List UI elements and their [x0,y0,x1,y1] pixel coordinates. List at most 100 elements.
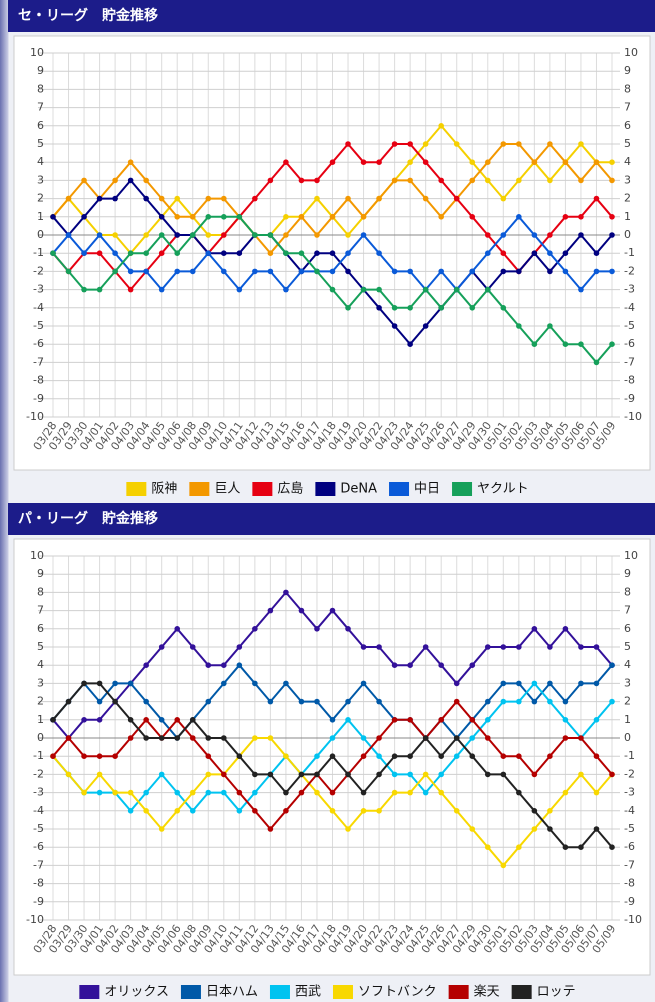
point [593,195,600,202]
legend-swatch [126,482,147,496]
point [252,626,258,632]
point [609,698,615,705]
point [407,141,413,147]
y2-tick-label: 10 [624,549,638,562]
point [407,662,413,668]
y-tick-label: 8 [37,82,44,95]
point [578,286,584,293]
point [221,789,227,796]
point [453,286,460,293]
point [391,141,398,147]
point [469,177,476,184]
point [593,789,600,796]
point [221,232,227,238]
point [236,789,243,796]
point [81,753,87,759]
point [578,177,584,184]
point [547,250,553,256]
point [531,626,538,632]
point [283,589,289,596]
point [438,123,444,129]
y2-tick-label: 10 [624,46,638,59]
point [484,159,491,165]
point [562,159,569,165]
point [50,717,56,723]
y-tick-label: 6 [37,119,44,132]
y-tick-label: -9 [33,392,44,405]
point [562,626,569,632]
point [189,232,196,238]
point [345,195,351,202]
point [469,159,476,165]
y2-tick-label: -10 [624,913,642,926]
y2-tick-label: -5 [624,319,635,332]
point [158,717,165,723]
point [438,717,444,723]
y-tick-label: -6 [33,337,44,350]
point [484,735,491,741]
point [500,305,507,311]
point [376,698,382,705]
y-tick-label: 5 [37,137,44,150]
point [283,232,289,238]
point [593,644,600,650]
y2-tick-label: 1 [624,210,631,223]
y-tick-label: 3 [37,173,44,186]
point [189,735,196,741]
point [547,177,553,184]
point [360,214,367,220]
point [112,177,118,184]
point [593,268,600,275]
y-tick-label: -5 [33,822,44,835]
point [329,607,336,614]
point [283,214,289,220]
point [65,735,72,741]
point [174,214,181,220]
point [516,268,522,275]
point [267,771,274,778]
point [593,250,600,256]
y2-tick-label: -4 [624,804,635,817]
point [484,771,491,778]
point [438,753,444,759]
point [469,826,476,832]
point [236,250,243,256]
point [96,698,103,705]
point [609,844,615,850]
legend-label: ソフトバンク [358,985,437,1000]
y-tick-label: 4 [37,155,44,168]
point [500,753,507,759]
point [112,753,118,759]
point [469,662,476,668]
point [283,789,289,796]
y-tick-label: -6 [33,840,44,853]
point [345,771,351,778]
y2-tick-label: 2 [624,695,631,708]
y2-tick-label: 6 [624,622,631,635]
point [562,844,569,850]
point [112,195,118,202]
y2-tick-label: -5 [624,822,635,835]
point [314,626,320,632]
point [96,771,103,778]
point [96,753,103,759]
point [298,268,305,275]
point [593,753,600,759]
point [205,250,212,256]
point [127,789,134,796]
point [345,141,351,147]
y2-tick-label: -8 [624,877,635,890]
point [112,232,118,238]
point [609,268,615,275]
y-tick-label: 7 [37,101,44,114]
point [453,680,460,687]
point [407,159,413,165]
point [96,717,103,723]
point [329,789,336,796]
point [174,808,181,814]
point [376,159,382,165]
point [578,232,584,238]
point [65,195,72,202]
point [236,214,243,220]
point [453,753,460,759]
